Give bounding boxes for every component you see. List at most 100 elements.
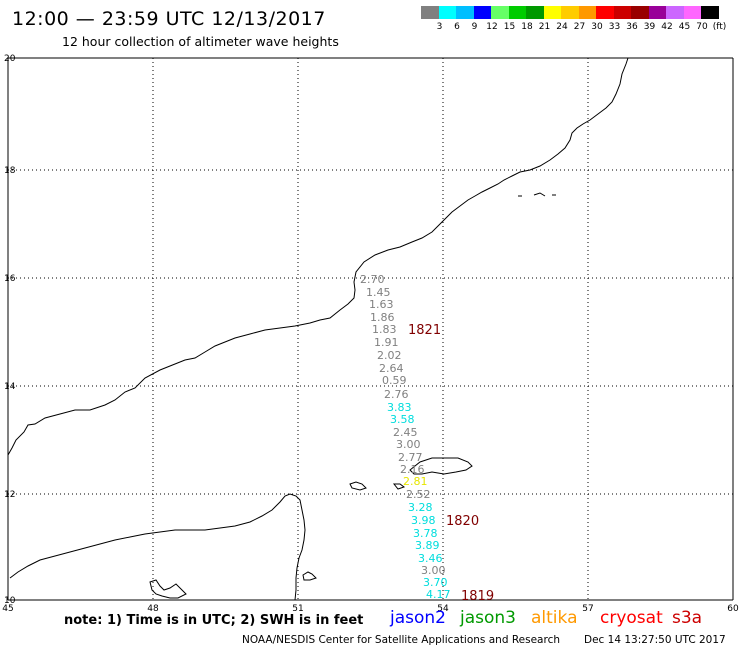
map-title: 12:00 — 23:59 UTC 12/13/2017: [12, 8, 326, 30]
wave-height-value: 2.16: [400, 463, 425, 476]
wave-height-value: 1.63: [369, 298, 394, 311]
color-scale-label: 70: [696, 22, 708, 32]
coastline-kuria-islands: [518, 192, 556, 197]
color-scale-swatch: [561, 6, 579, 19]
wave-height-value: 3.58: [390, 413, 415, 426]
wave-height-value: 0.59: [382, 374, 407, 387]
color-scale-label: 45: [678, 22, 691, 32]
color-scale-label: 3: [436, 22, 443, 32]
wave-height-value: 2.45: [393, 426, 418, 439]
wave-height-value: 3.46: [418, 552, 443, 565]
longitude-tick-label: 48: [147, 604, 159, 614]
latitude-tick-label: 12: [4, 490, 15, 500]
color-scale-swatch: [438, 6, 456, 19]
color-scale-swatch: [456, 6, 474, 19]
wave-height-value: 2.70: [360, 273, 385, 286]
wave-height-value: 2.77: [398, 451, 423, 464]
wave-height-value: 2.76: [384, 388, 409, 401]
wave-height-value: 3.78: [413, 527, 438, 540]
wave-height-value: 1.83: [372, 323, 397, 336]
latitude-tick-label: 10: [4, 596, 16, 606]
coastline-arabian-peninsula: [7, 57, 629, 456]
pass-number-label: 1820: [446, 514, 479, 529]
latitude-tick-label: 14: [4, 382, 16, 392]
color-scale-label: 18: [521, 22, 533, 32]
coastline-islet-west: [349, 481, 367, 491]
coastline-islet-east: [392, 483, 406, 490]
wave-height-value: 3.98: [411, 514, 436, 527]
color-scale-label: 42: [661, 22, 673, 32]
color-scale-swatch: [508, 6, 526, 19]
color-scale-swatch: [631, 6, 649, 19]
color-scale-label: 39: [643, 22, 656, 32]
color-scale-label: 6: [454, 22, 460, 32]
satellite-name-altika: altika: [531, 608, 578, 628]
satellite-name-jason2: jason2: [390, 608, 446, 628]
longitude-tick-label: 57: [582, 604, 593, 614]
longitude-tick-label: 54: [437, 604, 449, 614]
latitude-tick-label: 20: [4, 54, 16, 64]
wave-height-value: 1.45: [366, 286, 391, 299]
latitude-tick-label: 16: [4, 274, 16, 284]
color-scale-swatch: [578, 6, 596, 19]
satellite-pass-labels: 1821 1820 1819: [408, 323, 494, 604]
wave-height-value: 2.64: [379, 362, 404, 375]
color-scale-swatch: [473, 6, 491, 19]
coastline-gulf-islets: [302, 571, 317, 581]
latitude-tick-label: 18: [4, 166, 16, 176]
wave-height-value: 2.81: [403, 475, 428, 488]
color-scale-swatch: [596, 6, 614, 19]
color-scale-label: 24: [556, 22, 568, 32]
map-subtitle: 12 hour collection of altimeter wave hei…: [62, 34, 339, 49]
wave-height-value: 3.00: [396, 438, 421, 451]
color-scale-label: 21: [538, 22, 551, 32]
color-scale-swatch: [491, 6, 509, 19]
axis-tick-labels: 45 48 51 54 57 60 20 18 16 14 12 10: [2, 54, 739, 614]
wave-height-value: 2.52: [406, 488, 431, 501]
color-scale-swatch: [666, 6, 684, 19]
longitude-tick-label: 45: [2, 604, 13, 614]
wave-height-value: 1.91: [374, 336, 399, 349]
satellite-name-cryosat: cryosat: [600, 608, 663, 628]
color-scale-label: (ft): [712, 22, 727, 32]
wave-height-value: 3.28: [408, 501, 433, 514]
wave-height-value: 3.70: [423, 576, 448, 589]
satellite-name-s3a: s3a: [672, 608, 703, 628]
credit-timestamp: Dec 14 13:27:50 UTC 2017: [584, 634, 726, 646]
wave-height-measurements: 2.701.451.631.861.831.912.022.640.592.76…: [360, 273, 451, 601]
color-scale-swatch: [421, 6, 439, 19]
color-scale-legend: [421, 6, 719, 19]
color-scale-swatch: [701, 6, 719, 19]
color-scale-labels: 3 6 9 12 15 18 21 24 27 30 33 36 39 42 45 70 (ft): [421, 22, 740, 34]
color-scale-label: 15: [503, 22, 516, 32]
color-scale-label: 36: [626, 22, 638, 32]
color-scale-swatch: [543, 6, 561, 19]
color-scale-swatch: [526, 6, 544, 19]
satellite-name-jason3: jason3: [460, 608, 516, 628]
coastline-somali-bay: [149, 579, 187, 599]
pass-number-label: 1821: [408, 323, 441, 338]
wave-height-value: 4.17: [426, 588, 451, 601]
wave-height-value: 3.89: [415, 539, 440, 552]
longitude-tick-label: 60: [727, 604, 739, 614]
wave-height-value: 3.83: [387, 401, 412, 414]
wave-height-value: 1.86: [370, 311, 395, 324]
color-scale-label: 30: [591, 22, 603, 32]
longitude-tick-label: 51: [292, 604, 303, 614]
coastline-somalia: [9, 493, 306, 601]
color-scale-swatch: [613, 6, 631, 19]
coastline-socotra-island: [409, 457, 473, 475]
color-scale-label: 33: [608, 22, 621, 32]
color-scale-swatch: [648, 6, 666, 19]
color-scale-label: 9: [471, 22, 478, 32]
wave-height-value: 2.02: [377, 349, 402, 362]
color-scale-label: 27: [573, 22, 586, 32]
credit-line: NOAA/NESDIS Center for Satellite Applica…: [242, 634, 560, 646]
footer-note: note: 1) Time is in UTC; 2) SWH is in fe…: [64, 613, 364, 628]
wave-height-value: 3.00: [421, 564, 446, 577]
graticule: [7, 57, 734, 601]
pass-number-label: 1819: [461, 589, 494, 604]
color-scale-label: 12: [486, 22, 498, 32]
color-scale-swatch: [683, 6, 701, 19]
